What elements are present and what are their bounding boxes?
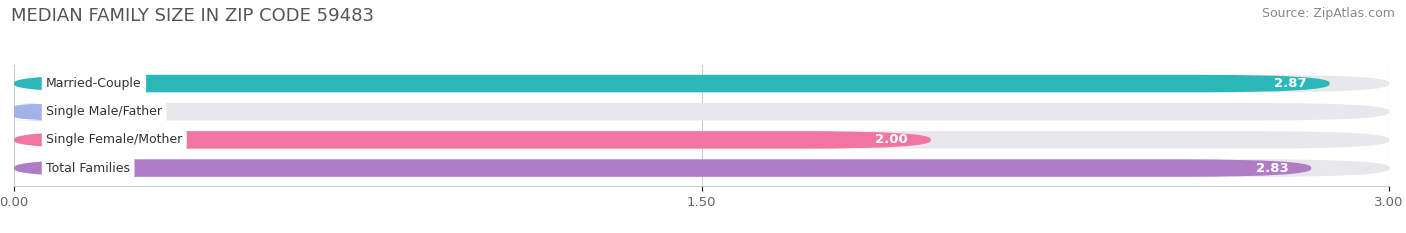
FancyBboxPatch shape <box>14 159 1389 177</box>
FancyBboxPatch shape <box>14 131 1389 149</box>
FancyBboxPatch shape <box>14 131 931 149</box>
FancyBboxPatch shape <box>14 75 1330 92</box>
Text: Source: ZipAtlas.com: Source: ZipAtlas.com <box>1261 7 1395 20</box>
Text: 0.00: 0.00 <box>91 105 125 118</box>
Text: 2.00: 2.00 <box>875 134 908 146</box>
FancyBboxPatch shape <box>14 103 1389 120</box>
Text: Married-Couple: Married-Couple <box>46 77 142 90</box>
Text: 2.87: 2.87 <box>1274 77 1306 90</box>
Text: Total Families: Total Families <box>46 161 131 175</box>
FancyBboxPatch shape <box>4 103 79 120</box>
Text: MEDIAN FAMILY SIZE IN ZIP CODE 59483: MEDIAN FAMILY SIZE IN ZIP CODE 59483 <box>11 7 374 25</box>
FancyBboxPatch shape <box>14 159 1312 177</box>
Text: Single Male/Father: Single Male/Father <box>46 105 162 118</box>
Text: 2.83: 2.83 <box>1256 161 1288 175</box>
Text: Single Female/Mother: Single Female/Mother <box>46 134 183 146</box>
FancyBboxPatch shape <box>14 75 1389 92</box>
